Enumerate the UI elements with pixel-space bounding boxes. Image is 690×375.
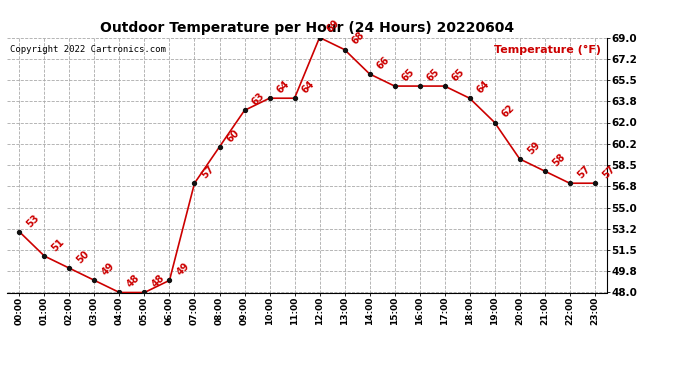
Text: 57: 57 — [600, 164, 617, 180]
Point — [289, 95, 300, 101]
Text: 65: 65 — [425, 67, 442, 83]
Point — [514, 156, 525, 162]
Text: 48: 48 — [150, 273, 167, 290]
Point — [314, 34, 325, 40]
Point — [389, 83, 400, 89]
Point — [114, 290, 125, 296]
Title: Outdoor Temperature per Hour (24 Hours) 20220604: Outdoor Temperature per Hour (24 Hours) … — [100, 21, 514, 35]
Point — [14, 229, 25, 235]
Text: 66: 66 — [375, 54, 392, 71]
Point — [439, 83, 450, 89]
Text: 58: 58 — [550, 152, 567, 168]
Text: 69: 69 — [325, 18, 342, 35]
Point — [339, 46, 350, 53]
Text: 64: 64 — [275, 79, 292, 95]
Text: 57: 57 — [575, 164, 592, 180]
Text: 64: 64 — [300, 79, 317, 95]
Text: 60: 60 — [225, 128, 241, 144]
Text: 48: 48 — [125, 273, 141, 290]
Point — [89, 278, 100, 284]
Point — [214, 144, 225, 150]
Point — [239, 107, 250, 113]
Point — [364, 71, 375, 77]
Text: 51: 51 — [50, 237, 67, 253]
Text: 59: 59 — [525, 140, 542, 156]
Text: 62: 62 — [500, 103, 517, 120]
Point — [139, 290, 150, 296]
Text: 68: 68 — [350, 30, 367, 47]
Text: 57: 57 — [200, 164, 217, 180]
Point — [464, 95, 475, 101]
Point — [164, 278, 175, 284]
Text: 65: 65 — [450, 67, 467, 83]
Text: 49: 49 — [175, 261, 192, 278]
Text: Temperature (°F): Temperature (°F) — [494, 45, 601, 55]
Point — [564, 180, 575, 186]
Point — [64, 265, 75, 271]
Point — [414, 83, 425, 89]
Text: 63: 63 — [250, 91, 267, 108]
Text: Copyright 2022 Cartronics.com: Copyright 2022 Cartronics.com — [10, 45, 166, 54]
Point — [539, 168, 550, 174]
Point — [489, 120, 500, 126]
Text: 65: 65 — [400, 67, 417, 83]
Point — [189, 180, 200, 186]
Text: 50: 50 — [75, 249, 92, 266]
Text: 64: 64 — [475, 79, 492, 95]
Text: 53: 53 — [25, 212, 41, 229]
Point — [589, 180, 600, 186]
Point — [39, 253, 50, 259]
Text: 49: 49 — [100, 261, 117, 278]
Point — [264, 95, 275, 101]
